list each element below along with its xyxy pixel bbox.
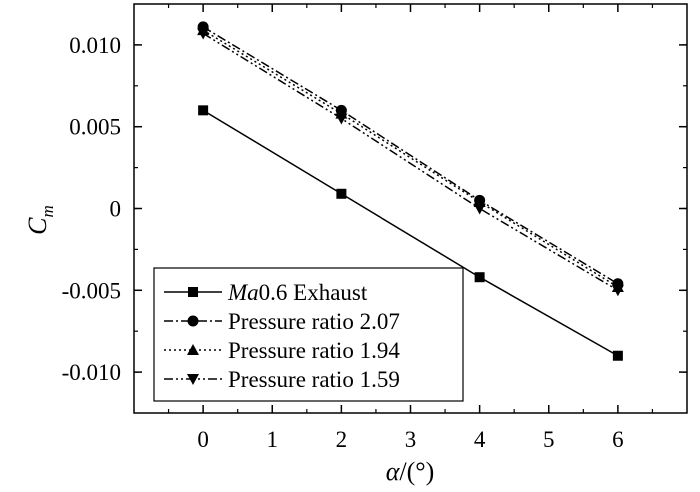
y-axis-subscript: m (38, 205, 57, 217)
legend-label: Pressure ratio 2.07 (228, 309, 400, 334)
legend-items: Ma0.6 Exhaust Pressure ratio 2.07 Pressure… (164, 280, 400, 392)
legend-box (153, 267, 464, 402)
series-4 (197, 28, 624, 297)
y-tick-label: 0.005 (69, 115, 121, 140)
marker-circle (187, 315, 199, 327)
x-axis-unit: /(°) (399, 457, 434, 486)
marker-triangle-down (187, 374, 199, 385)
x-axis-title: α/(°) (386, 457, 435, 486)
x-tick-label: 0 (197, 427, 209, 452)
marker-triangle-down (335, 113, 348, 125)
x-tick-label: 2 (336, 427, 348, 452)
legend-label: Pressure ratio 1.59 (228, 367, 400, 392)
series-2 (197, 21, 624, 290)
x-tick-label: 6 (612, 427, 624, 452)
series-line (202, 32, 619, 291)
series-1 (198, 105, 623, 361)
x-tick-label: 4 (474, 427, 486, 452)
legend-label-italic: Ma (227, 280, 259, 305)
legend-label: Pressure ratio 1.94 (228, 338, 400, 363)
legend-item-2: Pressure ratio 2.07 (164, 309, 400, 334)
y-tick-label: 0 (110, 197, 122, 222)
legend: Ma0.6 Exhaust Pressure ratio 2.07 Pressure… (153, 267, 464, 402)
x-axis-ticks: 0 1 2 3 4 5 6 (167, 4, 654, 452)
legend-label: Ma0.6 Exhaust (227, 280, 368, 305)
series-3 (197, 24, 624, 293)
marker-square (612, 350, 623, 361)
marker-triangle-down (197, 28, 210, 40)
marker-square (336, 188, 347, 199)
y-tick-label: -0.005 (62, 278, 121, 303)
series-line (202, 109, 619, 357)
y-axis-symbol: C (23, 217, 52, 235)
marker-triangle-down (473, 203, 486, 215)
legend-item-1: Ma0.6 Exhaust (164, 280, 368, 305)
y-tick-label: 0.010 (69, 33, 121, 58)
marker-square (474, 272, 485, 283)
y-axis-title: Cm (23, 205, 57, 235)
legend-item-4: Pressure ratio 1.59 (164, 367, 400, 392)
series-line (202, 29, 619, 288)
x-axis-symbol: α (386, 457, 401, 486)
y-tick-label: -0.010 (62, 360, 121, 385)
y-axis-ticks: 0.010 0.005 0 -0.005 -0.010 (62, 33, 687, 385)
marker-triangle-up (187, 344, 199, 355)
marker-square (198, 105, 209, 116)
series-line (202, 26, 619, 285)
x-tick-label: 5 (543, 427, 555, 452)
x-tick-label: 3 (405, 427, 417, 452)
legend-item-3: Pressure ratio 1.94 (164, 338, 400, 363)
x-tick-label: 1 (267, 427, 279, 452)
series-group (197, 21, 624, 361)
marker-square (188, 287, 198, 297)
marker-triangle-down (611, 285, 624, 297)
legend-label-rest: 0.6 Exhaust (259, 280, 368, 305)
